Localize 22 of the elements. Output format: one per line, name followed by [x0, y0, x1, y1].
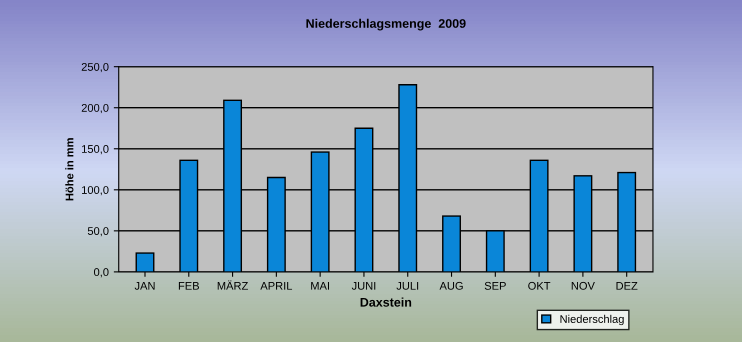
x-axis-title: Daxstein: [360, 298, 412, 307]
y-tick-label: 0,0: [94, 268, 109, 278]
x-tick-label: AUG: [440, 282, 463, 290]
y-tick-label: 200,0: [82, 104, 109, 114]
x-tick-label: MÄRZ: [218, 280, 248, 290]
y-tick-label: 250,0: [82, 62, 109, 72]
y-tick-label: 100,0: [82, 186, 109, 196]
y-axis-title: Höhe in mm: [65, 138, 74, 200]
x-tick-label: NOV: [572, 282, 595, 290]
x-tick-label: APRIL: [260, 282, 292, 290]
x-tick-label: JAN: [134, 282, 155, 290]
x-tick-label: JULI: [396, 282, 418, 290]
x-tick-label: MAI: [311, 282, 330, 290]
y-tick-label: 50,0: [88, 227, 109, 236]
chart-title: Niederschlagsmenge 2009: [306, 18, 466, 30]
x-tick-label: JUNI: [352, 282, 376, 290]
x-tick-label: OKT: [528, 282, 550, 290]
x-tick-label: FEB: [178, 282, 199, 290]
x-tick-label: SEP: [484, 282, 506, 290]
y-tick-label: 150,0: [82, 145, 109, 154]
legend-label: Niederschlag: [560, 314, 624, 326]
x-tick-label: DEZ: [616, 282, 638, 290]
